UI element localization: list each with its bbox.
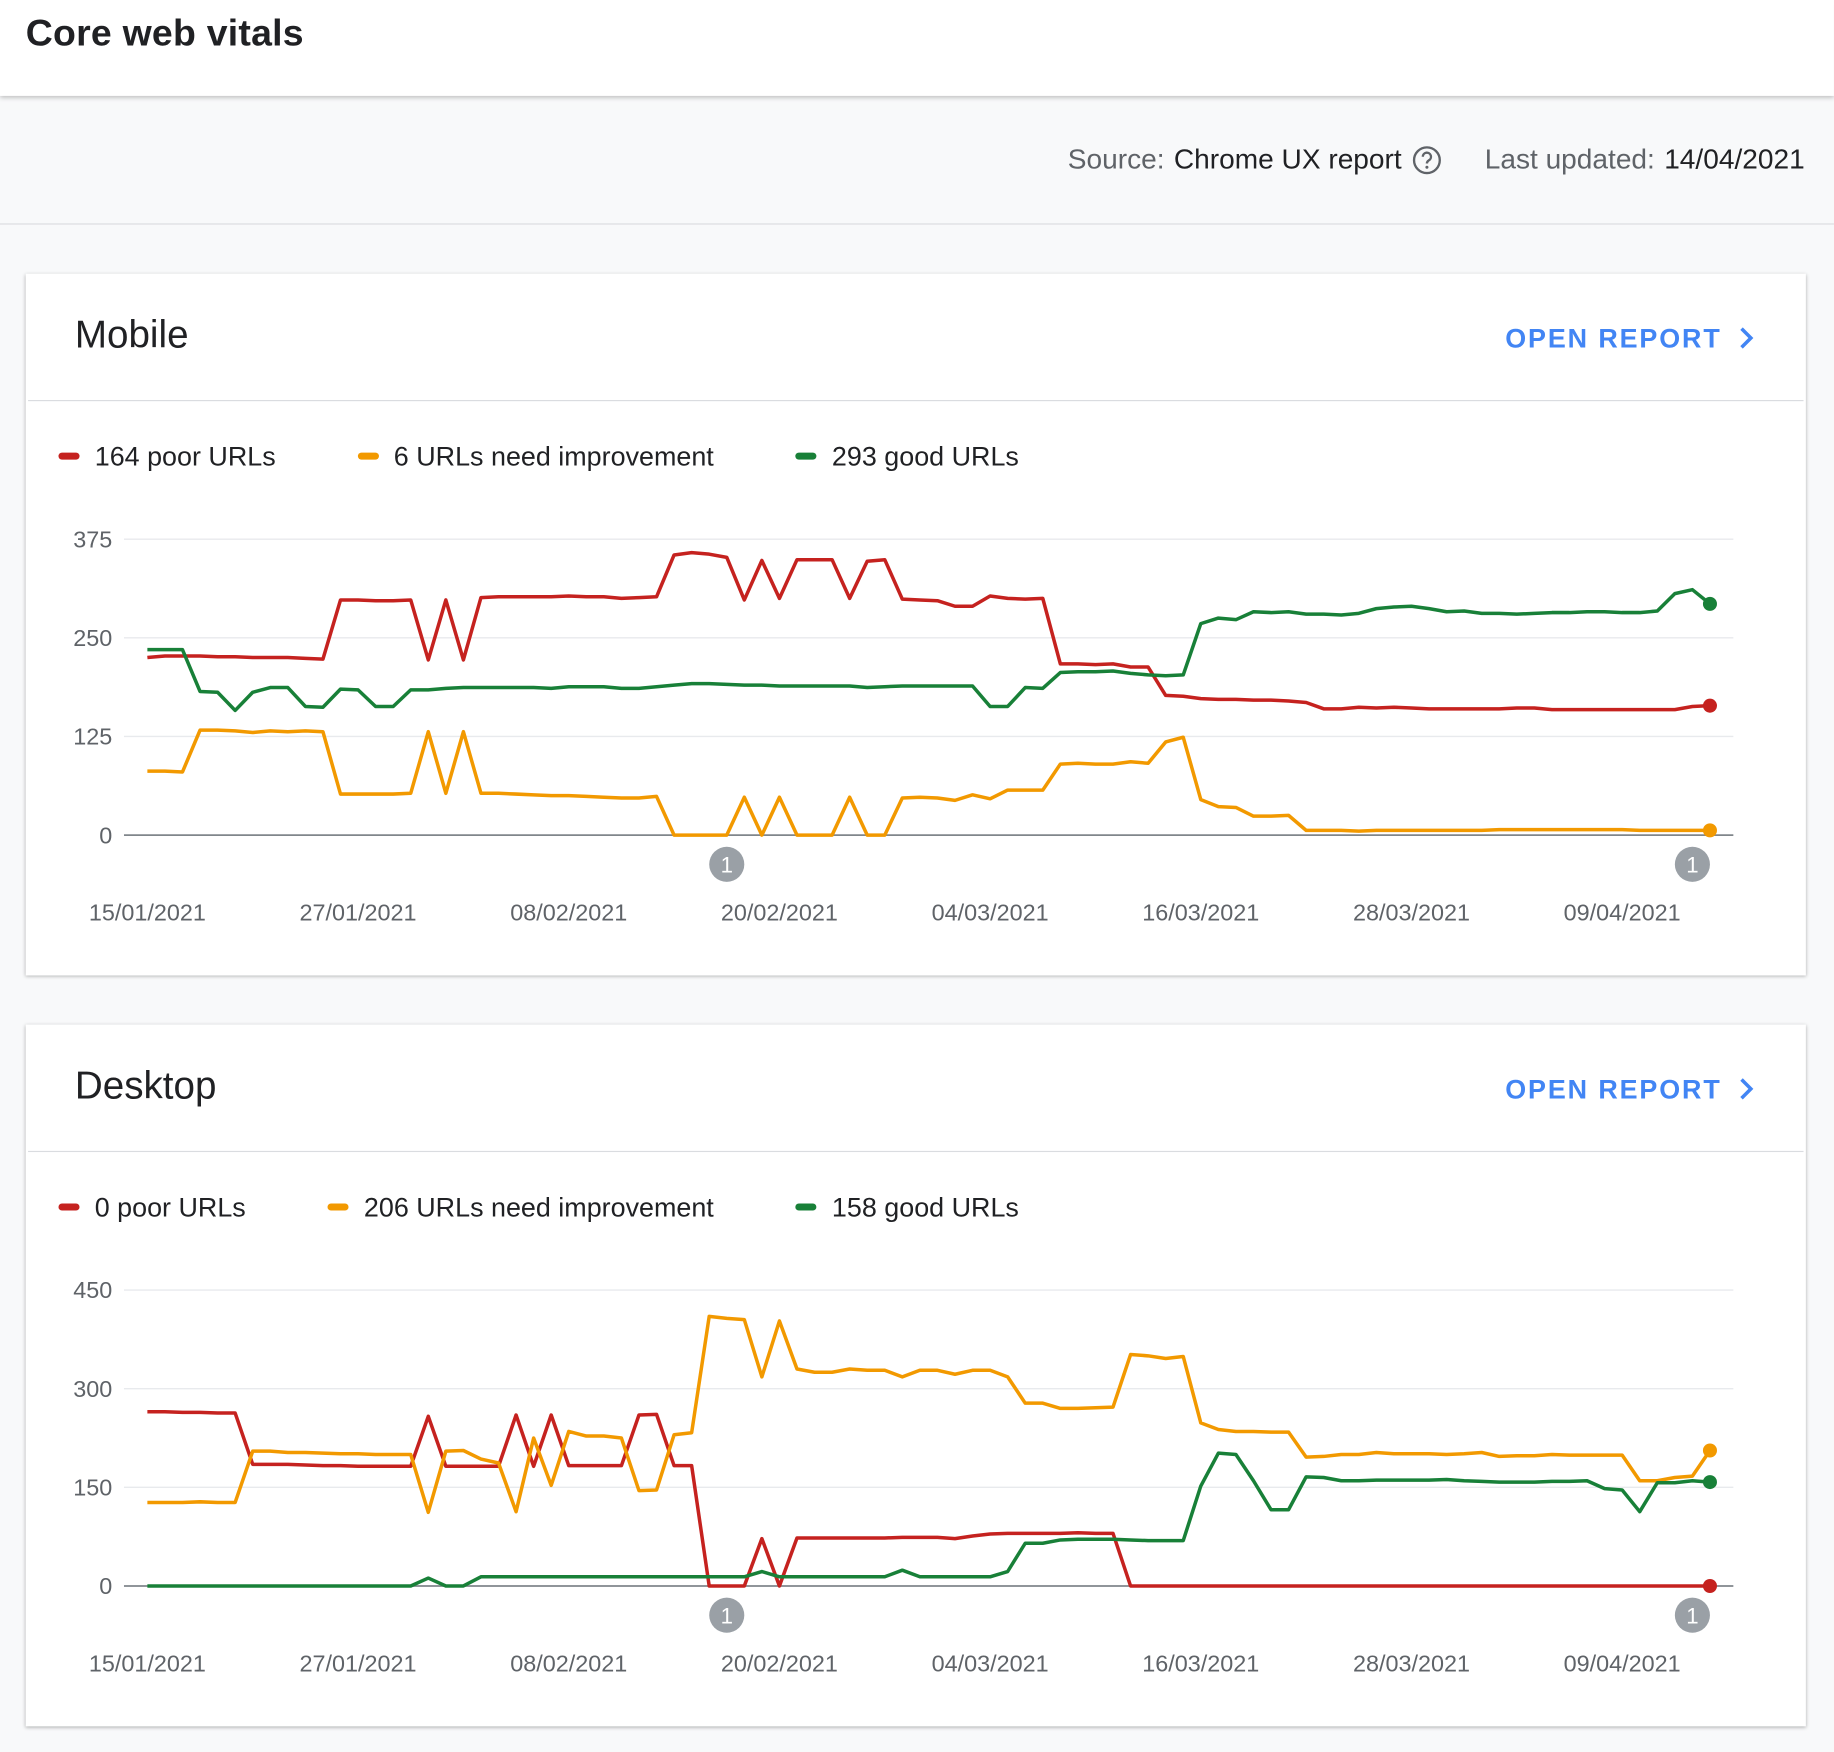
x-tick-label: 08/02/2021 [510,1650,627,1676]
series-line [147,587,1712,713]
card-title: Desktop [74,1063,217,1107]
legend-swatch [58,452,80,460]
end-point [1702,1578,1717,1593]
annotation-label: 1 [721,1603,733,1628]
legend-swatch [327,1203,349,1211]
annotation-marker [709,1597,745,1633]
y-tick-label: 300 [73,1376,112,1402]
x-tick-label: 15/01/2021 [89,899,206,925]
divider [0,223,1834,225]
x-tick-label: 04/03/2021 [932,1650,1049,1676]
open-report[interactable]: OPEN REPORT [1505,320,1754,355]
y-tick-label: 150 [73,1475,112,1501]
legend: 0 poor URLs 206 URLs need improvement 15… [58,1189,1019,1224]
x-tick-label: 16/03/2021 [1142,1650,1259,1676]
legend-item: 206 URLs need improvement [327,1189,714,1224]
x-tick-label: 16/03/2021 [1142,899,1259,925]
legend-item: 293 good URLs [795,439,1019,474]
source-value: Chrome UX report [1173,143,1402,176]
end-point [1702,596,1717,611]
x-tick-label: 15/01/2021 [89,1650,206,1676]
x-tick-label: 28/03/2021 [1353,1650,1470,1676]
series-line [147,1409,1710,1588]
updated-value: 14/04/2021 [1664,143,1805,176]
x-tick-label: 20/02/2021 [721,899,838,925]
y-tick-label: 0 [99,822,112,848]
header: Core web vitals [0,0,1834,96]
open-report-label[interactable]: OPEN REPORT [1505,1073,1722,1105]
card: 0 150 300 450 15/01/2021 27/01/2021 08/02/2021… [25,1024,1806,1727]
annotation-label: 1 [1686,853,1698,878]
legend-swatch [58,1203,80,1211]
series-line [147,1314,1712,1515]
chevron [1740,1078,1754,1100]
legend-swatch [357,452,379,460]
annotation-marker [1674,846,1710,882]
legend-item: 0 poor URLs [58,1189,246,1224]
legend-item: 158 good URLs [795,1189,1019,1224]
x-tick-label: 08/02/2021 [510,899,627,925]
card-divider [28,400,1804,402]
chevron [1740,327,1754,349]
legend-label: 206 URLs need improvement [363,1191,714,1223]
y-tick-label: 375 [73,526,112,552]
meta: Source: Chrome UX report Last updated: 1… [1068,138,1805,182]
annotation-label: 1 [721,853,733,878]
annotation-label: 1 [1686,1603,1698,1628]
series-line [147,728,1710,837]
annotation-marker [709,846,745,882]
end-point [1702,1443,1717,1458]
x-tick-label: 09/04/2021 [1564,1650,1681,1676]
series-line [147,550,1711,712]
legend-label: 293 good URLs [831,440,1019,472]
source-label: Source: [1067,143,1165,176]
legend-item: 6 URLs need improvement [357,439,714,474]
updated-label: Last updated: [1484,143,1655,176]
chart: 0 150 300 450 15/01/2021 27/01/2021 08/02/2021… [73,1277,1734,1676]
y-tick-label: 125 [73,724,112,750]
legend-label: 0 poor URLs [94,1191,246,1223]
legend-label: 164 poor URLs [94,440,276,472]
end-point [1702,823,1717,838]
y-tick-label: 450 [73,1277,112,1303]
x-tick-label: 27/01/2021 [300,899,417,925]
y-tick-label: 250 [73,625,112,651]
x-tick-label: 27/01/2021 [300,1650,417,1676]
page-title: Core web vitals [25,11,304,54]
x-tick-label: 09/04/2021 [1564,899,1681,925]
series-line [147,1451,1711,1588]
legend-swatch [795,452,817,460]
legend-label: 6 URLs need improvement [393,440,714,472]
chart: 0 125 250 375 15/01/2021 27/01/2021 08/02/2021… [73,526,1734,925]
y-tick-label: 0 [99,1573,112,1599]
annotation-marker [1674,1597,1710,1633]
end-point [1702,1475,1717,1490]
legend: 164 poor URLs 6 URLs need improvement 29… [58,439,1019,474]
card: 0 125 250 375 15/01/2021 27/01/2021 08/02/2021… [25,273,1806,976]
legend-swatch [795,1203,817,1211]
card-divider [28,1150,1804,1153]
x-tick-label: 20/02/2021 [721,1650,838,1676]
open-report[interactable]: OPEN REPORT [1505,1071,1754,1106]
x-tick-label: 28/03/2021 [1353,899,1470,925]
end-point [1702,698,1717,713]
x-tick-label: 04/03/2021 [932,899,1049,925]
open-report-label[interactable]: OPEN REPORT [1505,322,1722,354]
legend-item: 164 poor URLs [58,439,276,474]
card-title: Mobile [74,312,189,356]
legend-label: 158 good URLs [831,1191,1019,1223]
help-icon[interactable] [1412,145,1442,175]
